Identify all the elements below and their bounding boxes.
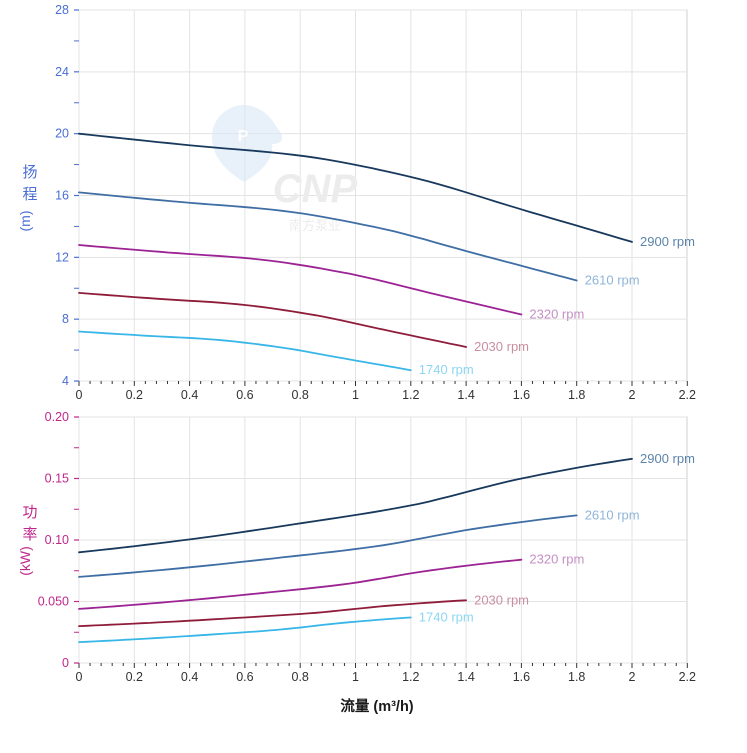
svg-text:0.8: 0.8 — [292, 670, 309, 684]
svg-text:0.4: 0.4 — [181, 388, 198, 402]
svg-text:20: 20 — [55, 127, 69, 141]
svg-text:1: 1 — [352, 388, 359, 402]
svg-text:0: 0 — [62, 656, 69, 670]
svg-text:12: 12 — [55, 250, 69, 264]
svg-text:2320 rpm: 2320 rpm — [529, 552, 584, 567]
svg-text:0.6: 0.6 — [236, 388, 253, 402]
svg-text:2610 rpm: 2610 rpm — [585, 507, 640, 522]
svg-text:0.2: 0.2 — [126, 670, 143, 684]
svg-text:2900 rpm: 2900 rpm — [640, 234, 695, 249]
svg-text:1.8: 1.8 — [568, 670, 585, 684]
svg-text:0.10: 0.10 — [45, 533, 69, 547]
svg-text:2320 rpm: 2320 rpm — [529, 307, 584, 322]
svg-text:0: 0 — [76, 670, 83, 684]
svg-text:1.2: 1.2 — [402, 670, 419, 684]
svg-text:8: 8 — [62, 312, 69, 326]
svg-text:程: 程 — [22, 186, 37, 203]
svg-text:流量 (m³/h): 流量 (m³/h) — [340, 697, 413, 715]
svg-text:1740 rpm: 1740 rpm — [419, 362, 474, 377]
svg-text:2: 2 — [629, 670, 636, 684]
svg-text:2030 rpm: 2030 rpm — [474, 592, 529, 607]
svg-text:(kW): (kW) — [17, 546, 33, 576]
svg-text:0.050: 0.050 — [38, 595, 69, 609]
svg-text:P: P — [238, 128, 249, 145]
svg-text:2.2: 2.2 — [679, 670, 696, 684]
svg-text:南方泵业: 南方泵业 — [289, 218, 341, 233]
svg-text:扬: 扬 — [22, 164, 37, 181]
svg-text:2: 2 — [629, 388, 636, 402]
svg-text:24: 24 — [55, 65, 69, 79]
svg-text:率: 率 — [22, 526, 37, 543]
svg-text:2610 rpm: 2610 rpm — [585, 273, 640, 288]
svg-text:0.6: 0.6 — [236, 670, 253, 684]
svg-text:(m): (m) — [17, 211, 33, 232]
svg-text:0: 0 — [76, 388, 83, 402]
svg-text:1.4: 1.4 — [457, 388, 474, 402]
svg-text:0.15: 0.15 — [45, 472, 69, 486]
svg-text:CNP: CNP — [273, 167, 358, 211]
svg-text:2.2: 2.2 — [679, 388, 696, 402]
svg-text:28: 28 — [55, 3, 69, 17]
svg-text:1.2: 1.2 — [402, 388, 419, 402]
svg-text:2030 rpm: 2030 rpm — [474, 339, 529, 354]
svg-text:1.6: 1.6 — [513, 670, 530, 684]
svg-text:0.8: 0.8 — [292, 388, 309, 402]
svg-text:1: 1 — [352, 670, 359, 684]
svg-text:1740 rpm: 1740 rpm — [419, 610, 474, 625]
svg-text:功: 功 — [22, 504, 37, 521]
svg-text:0.2: 0.2 — [126, 388, 143, 402]
svg-text:0.4: 0.4 — [181, 670, 198, 684]
svg-text:2900 rpm: 2900 rpm — [640, 451, 695, 466]
svg-text:1.6: 1.6 — [513, 388, 530, 402]
svg-text:16: 16 — [55, 189, 69, 203]
svg-text:0.20: 0.20 — [45, 410, 69, 424]
svg-text:1.8: 1.8 — [568, 388, 585, 402]
svg-text:1.4: 1.4 — [457, 670, 474, 684]
svg-text:4: 4 — [62, 374, 69, 388]
